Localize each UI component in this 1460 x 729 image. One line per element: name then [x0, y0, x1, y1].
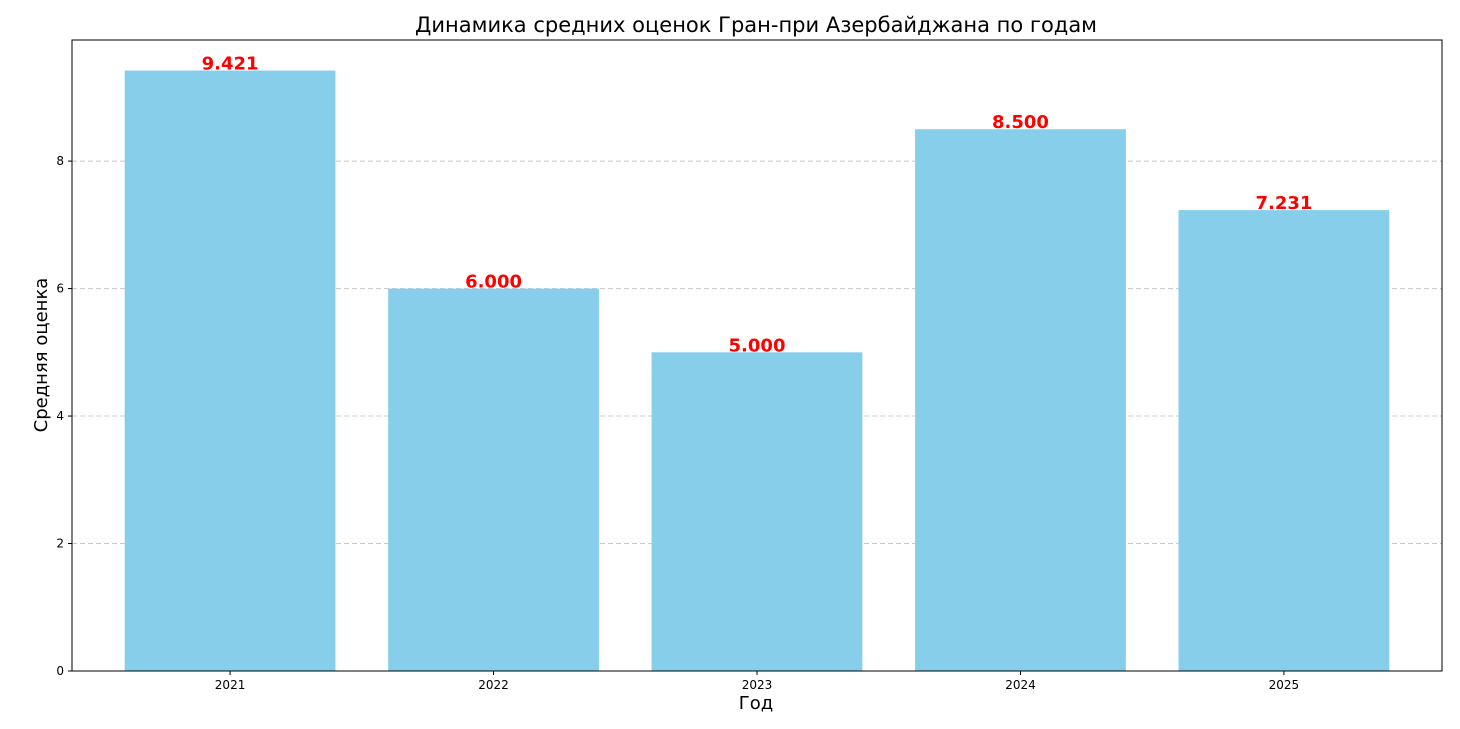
bar	[651, 352, 863, 671]
data-labels: 9.421 6.000 5.000 8.500 7.231	[202, 54, 1313, 357]
y-axis-ticks: 0 2 4 6 8	[56, 154, 72, 678]
data-label: 9.421	[202, 54, 259, 75]
y-tick-label: 0	[56, 664, 64, 678]
x-tick-label: 2021	[215, 678, 246, 692]
bar	[915, 129, 1126, 672]
y-tick-label: 6	[56, 282, 64, 296]
x-tick-label: 2022	[478, 678, 509, 692]
bar	[124, 70, 336, 671]
x-axis-label: Год	[739, 693, 773, 714]
data-label: 8.500	[992, 112, 1049, 133]
bars	[124, 70, 1390, 672]
data-label: 5.000	[729, 335, 786, 356]
data-label: 6.000	[465, 272, 522, 293]
x-tick-label: 2025	[1269, 678, 1300, 692]
bar	[1178, 210, 1390, 671]
x-tick-label: 2024	[1005, 678, 1036, 692]
data-label: 7.231	[1255, 193, 1312, 214]
bar	[388, 288, 599, 671]
chart-title: Динамика средних оценок Гран-при Азербай…	[415, 13, 1097, 37]
y-tick-label: 4	[56, 409, 64, 423]
y-tick-label: 8	[56, 154, 64, 168]
y-axis-label: Средняя оценка	[31, 278, 52, 433]
y-tick-label: 2	[56, 537, 64, 551]
x-tick-label: 2023	[742, 678, 773, 692]
x-axis-ticks: 2021 2022 2023 2024 2025	[215, 671, 1299, 692]
